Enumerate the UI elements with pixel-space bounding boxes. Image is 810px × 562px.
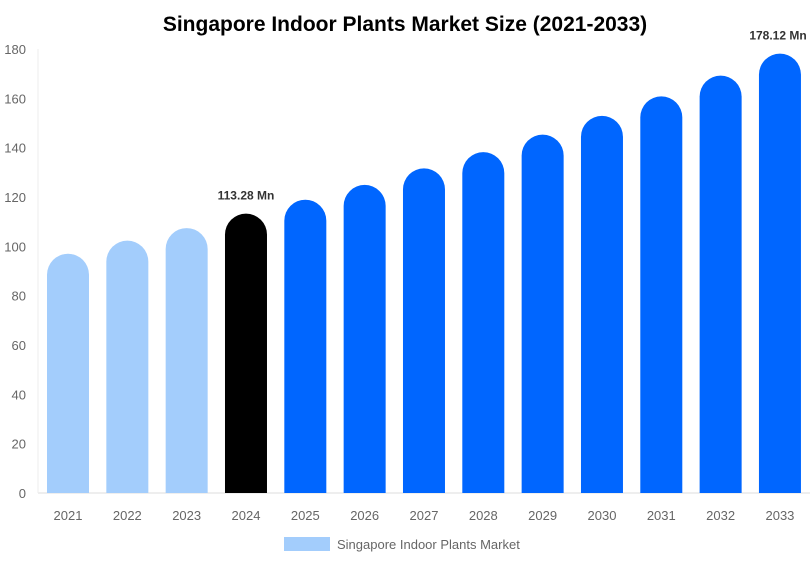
legend-label: Singapore Indoor Plants Market — [337, 537, 520, 552]
x-tick-label: 2030 — [588, 508, 617, 523]
data-label: 113.28 Mn — [218, 189, 275, 203]
y-tick-label: 0 — [19, 486, 26, 501]
bar-2032[interactable] — [699, 75, 742, 493]
y-tick-label: 40 — [12, 387, 26, 402]
x-tick-label: 2031 — [647, 508, 676, 523]
bar-2027[interactable] — [402, 168, 445, 493]
bar-2028[interactable] — [462, 152, 505, 493]
legend[interactable]: Singapore Indoor Plants Market — [284, 537, 520, 552]
x-tick-label: 2025 — [291, 508, 320, 523]
x-tick-label: 2027 — [410, 508, 439, 523]
y-tick-label: 120 — [4, 190, 26, 205]
data-label: 178.12 Mn — [749, 29, 806, 43]
y-tick-label: 160 — [4, 91, 26, 106]
x-axis-ticks: 2021 2022 2023 2024 2025 2026 2027 2028 2029 2030… — [54, 508, 795, 523]
x-tick-label: 2022 — [113, 508, 142, 523]
x-tick-label: 2023 — [172, 508, 201, 523]
bar-2026[interactable] — [343, 184, 386, 493]
bar-2029[interactable] — [521, 134, 564, 494]
y-tick-label: 80 — [12, 289, 26, 304]
y-axis-ticks: 0 20 40 60 80 100 120 140 160 180 — [4, 42, 26, 501]
x-tick-label: 2029 — [528, 508, 557, 523]
x-tick-label: 2033 — [765, 508, 794, 523]
legend-swatch — [284, 537, 330, 551]
x-tick-label: 2026 — [350, 508, 379, 523]
x-tick-label: 2024 — [232, 508, 261, 523]
bar-2033[interactable] — [758, 53, 801, 494]
x-tick-label: 2028 — [469, 508, 498, 523]
bar-2021[interactable] — [47, 253, 89, 493]
bar-2023[interactable] — [165, 228, 208, 493]
y-tick-label: 100 — [4, 239, 26, 254]
data-labels: 113.28 Mn 178.12 Mn — [218, 29, 807, 203]
bar-2022[interactable] — [106, 240, 149, 493]
bar-2024[interactable] — [224, 213, 267, 494]
bars — [47, 53, 801, 494]
x-tick-label: 2032 — [706, 508, 735, 523]
bar-2030[interactable] — [580, 115, 623, 493]
y-tick-label: 60 — [12, 338, 26, 353]
chart-title: Singapore Indoor Plants Market Size (202… — [163, 13, 647, 36]
y-tick-label: 180 — [4, 42, 26, 57]
y-tick-label: 140 — [4, 141, 26, 156]
bar-2031[interactable] — [640, 96, 683, 493]
y-tick-label: 20 — [12, 437, 26, 452]
x-tick-label: 2021 — [54, 508, 83, 523]
bar-2025[interactable] — [284, 199, 327, 494]
